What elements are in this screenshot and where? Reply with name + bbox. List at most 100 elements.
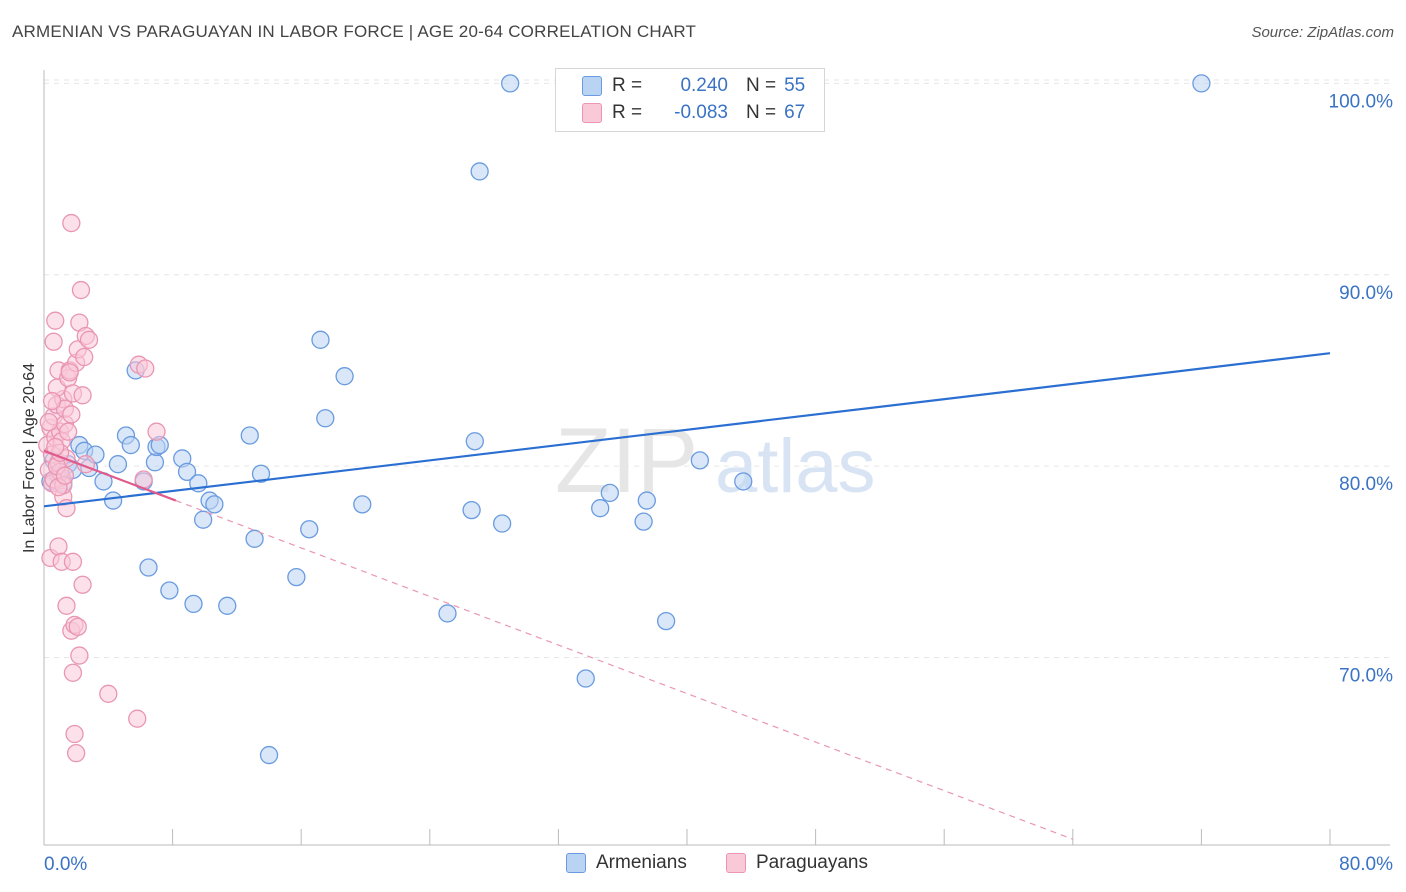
paraguayans-point[interactable] xyxy=(67,743,86,763)
paraguayans-point[interactable] xyxy=(75,347,94,367)
source-label: Source: ZipAtlas.com xyxy=(1251,24,1394,41)
paraguayans-point[interactable] xyxy=(58,422,78,441)
paraguayans-point[interactable] xyxy=(42,391,62,411)
armenians-point[interactable] xyxy=(205,495,224,514)
bottom-legend-armenians[interactable]: Armenians xyxy=(566,852,687,874)
armenians-point[interactable] xyxy=(501,74,520,93)
armenians-point[interactable] xyxy=(634,512,653,531)
paraguayans-point[interactable] xyxy=(79,330,99,349)
paraguayans-point[interactable] xyxy=(55,466,75,485)
paraguayans-point[interactable] xyxy=(46,311,65,330)
armenians-point[interactable] xyxy=(184,594,203,614)
paraguayans-point[interactable] xyxy=(62,405,81,424)
armenians-point[interactable] xyxy=(103,491,123,510)
r-label: R = xyxy=(612,102,643,123)
armenians-point[interactable] xyxy=(470,162,489,181)
gridlines xyxy=(44,79,1390,658)
armenians-point[interactable] xyxy=(1192,74,1211,93)
paraguayans-point[interactable] xyxy=(57,596,76,615)
paraguayans-point[interactable] xyxy=(73,386,92,405)
armenians-point[interactable] xyxy=(287,567,306,587)
r-label: R = xyxy=(612,75,643,96)
armenians-legend-swatch xyxy=(566,853,586,873)
armenians-point[interactable] xyxy=(121,435,140,455)
paraguayans-point[interactable] xyxy=(73,575,92,594)
armenians-point[interactable] xyxy=(240,426,259,445)
paraguayans-points xyxy=(38,213,166,763)
paraguayans-n-value: 67 xyxy=(784,102,806,123)
paraguayans-r-value: -0.083 xyxy=(674,102,728,123)
paraguayans-point[interactable] xyxy=(68,617,87,637)
paraguayans-point[interactable] xyxy=(70,646,89,665)
x-tick-label-min: 0.0% xyxy=(44,854,87,875)
paraguayans-point[interactable] xyxy=(44,332,63,351)
armenians-swatch xyxy=(582,76,602,96)
paraguayans-trend-extension xyxy=(175,499,1074,840)
watermark-zip: ZIP xyxy=(555,410,698,512)
watermark: ZIP atlas xyxy=(555,410,876,512)
paraguayans-point[interactable] xyxy=(63,552,83,571)
armenians-point[interactable] xyxy=(259,745,279,765)
paraguayans-legend-swatch xyxy=(726,853,746,873)
paraguayans-point[interactable] xyxy=(60,363,79,382)
y-tick-label: 90.0% xyxy=(1339,283,1393,304)
armenians-point[interactable] xyxy=(600,483,619,503)
armenians-point[interactable] xyxy=(300,520,319,539)
armenians-point[interactable] xyxy=(108,455,128,474)
paraguayans-point[interactable] xyxy=(71,280,91,300)
armenians-trend-line xyxy=(43,352,1331,508)
armenians-point[interactable] xyxy=(251,464,271,483)
n-label: N = xyxy=(746,102,777,123)
armenians-point[interactable] xyxy=(576,669,595,688)
armenians-point[interactable] xyxy=(353,495,372,514)
armenians-point[interactable] xyxy=(335,367,354,386)
armenians-point[interactable] xyxy=(177,462,197,482)
trend-lines xyxy=(43,352,1331,840)
armenians-point[interactable] xyxy=(591,499,610,518)
armenians-point[interactable] xyxy=(145,453,165,472)
armenians-point[interactable] xyxy=(637,491,656,510)
y-tick-label: 80.0% xyxy=(1339,474,1393,495)
armenians-point[interactable] xyxy=(656,611,676,631)
chart-title: ARMENIAN VS PARAGUAYAN IN LABOR FORCE | … xyxy=(12,22,697,41)
armenians-point[interactable] xyxy=(311,330,330,349)
paraguayans-point[interactable] xyxy=(147,422,166,441)
y-tick-label: 70.0% xyxy=(1339,665,1393,686)
paraguayans-point[interactable] xyxy=(99,684,118,703)
armenians-point[interactable] xyxy=(492,514,512,533)
paraguayans-point[interactable] xyxy=(128,709,147,728)
x-tick-label-max: 80.0% xyxy=(1339,854,1393,875)
paraguayans-swatch xyxy=(582,103,602,123)
armenians-point[interactable] xyxy=(462,500,481,520)
armenians-point[interactable] xyxy=(690,451,710,470)
paraguayans-point[interactable] xyxy=(65,724,84,744)
armenians-point[interactable] xyxy=(160,581,179,600)
legend-row-armenians: R = 0.240 N = 55 xyxy=(582,74,805,98)
armenians-r-value: 0.240 xyxy=(680,75,728,96)
watermark-atlas: atlas xyxy=(715,424,876,509)
y-tick-label: 100.0% xyxy=(1329,91,1394,112)
tick-labels: 70.0% 80.0% 90.0% 100.0% 0.0% 80.0% xyxy=(44,91,1393,875)
armenians-n-value: 55 xyxy=(784,75,806,96)
paraguayans-legend-label: Paraguayans xyxy=(756,852,868,873)
armenians-point[interactable] xyxy=(465,432,484,451)
bottom-legend-paraguayans[interactable]: Paraguayans xyxy=(726,852,868,874)
paraguayans-point[interactable] xyxy=(62,213,81,233)
legend-row-paraguayans: R = -0.083 N = 67 xyxy=(582,101,805,125)
armenians-point[interactable] xyxy=(193,510,213,529)
armenians-point[interactable] xyxy=(438,604,457,623)
armenians-point[interactable] xyxy=(139,558,158,577)
armenians-point[interactable] xyxy=(245,529,264,548)
paraguayans-point[interactable] xyxy=(39,412,58,432)
correlation-legend: R = 0.240 N = 55 R = -0.083 N = 67 xyxy=(555,68,825,132)
paraguayans-point[interactable] xyxy=(49,537,68,556)
armenians-legend-label: Armenians xyxy=(596,852,687,873)
paraguayans-point[interactable] xyxy=(136,359,155,378)
armenians-point[interactable] xyxy=(218,596,237,615)
n-label: N = xyxy=(746,75,777,96)
armenians-point[interactable] xyxy=(734,472,753,491)
armenians-point[interactable] xyxy=(316,409,335,428)
paraguayans-trend-line xyxy=(43,449,177,502)
paraguayans-point[interactable] xyxy=(63,663,83,682)
